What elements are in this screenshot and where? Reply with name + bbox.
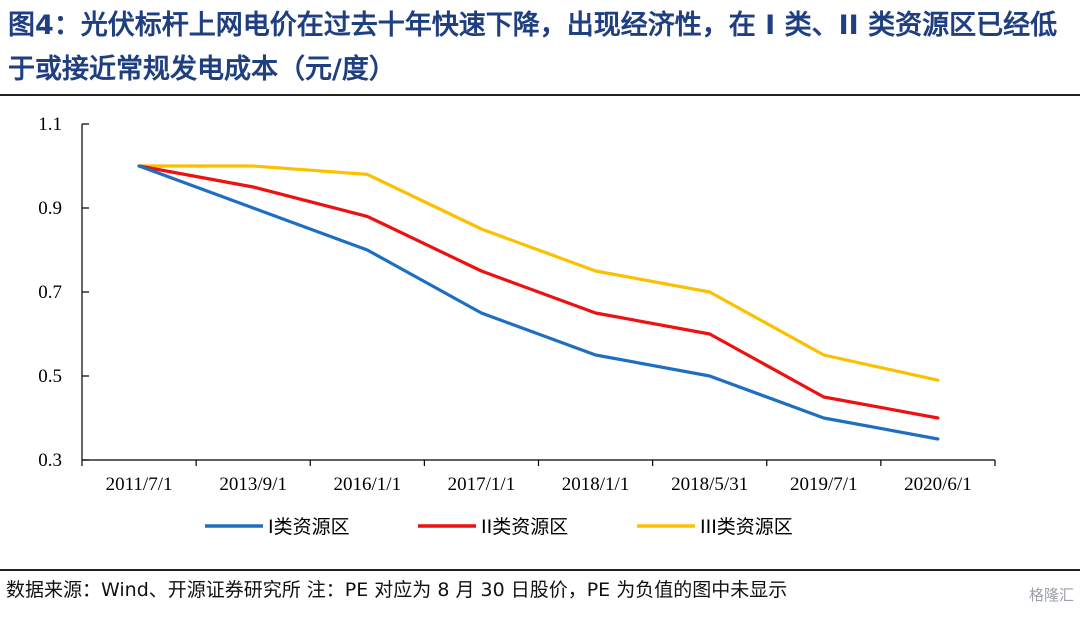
- legend-label: I类资源区: [268, 516, 350, 538]
- series-line: [137, 164, 940, 382]
- legend: I类资源区 II类资源区 III类资源区: [205, 516, 793, 538]
- title-divider: [0, 94, 1080, 96]
- series-line: [137, 164, 940, 441]
- y-tick-label: 0.5: [38, 366, 62, 387]
- x-tick-label: 2011/7/1: [106, 474, 173, 495]
- x-tick-label: 2016/1/1: [334, 474, 402, 495]
- chart-title: 图4：光伏标杆上网电价在过去十年快速下降，出现经济性，在 I 类、II 类资源区…: [8, 10, 1058, 85]
- legend-label: II类资源区: [481, 516, 568, 538]
- x-tick-label: 2020/6/1: [904, 474, 972, 495]
- x-axis: 2011/7/1 2013/9/1 2016/1/1 2017/1/1 2018/1/1…: [81, 459, 996, 495]
- x-tick-label: 2018/5/31: [671, 474, 748, 495]
- y-axis: 0.3 0.5 0.7 0.9 1.1: [38, 114, 89, 471]
- x-tick-label: 2017/1/1: [448, 474, 516, 495]
- x-tick-label: 2018/1/1: [562, 474, 630, 495]
- legend-label: III类资源区: [700, 516, 793, 538]
- source-note: 数据来源：Wind、开源证券研究所 注：PE 对应为 8 月 30 日股价，PE…: [6, 579, 788, 601]
- x-tick-label: 2019/7/1: [790, 474, 858, 495]
- line-chart: 0.3 0.5 0.7 0.9 1.1 2011/7/1 2013/9/1 2016/1/1…: [38, 114, 996, 538]
- footer-divider: [0, 569, 1080, 571]
- y-tick-label: 1.1: [38, 114, 62, 135]
- y-tick-label: 0.3: [38, 450, 62, 471]
- series-line: [137, 164, 940, 420]
- series-lines: [137, 164, 940, 441]
- y-tick-label: 0.9: [38, 198, 62, 219]
- watermark: 格隆汇: [1028, 586, 1074, 604]
- y-tick-label: 0.7: [38, 282, 62, 303]
- x-tick-label: 2013/9/1: [219, 474, 287, 495]
